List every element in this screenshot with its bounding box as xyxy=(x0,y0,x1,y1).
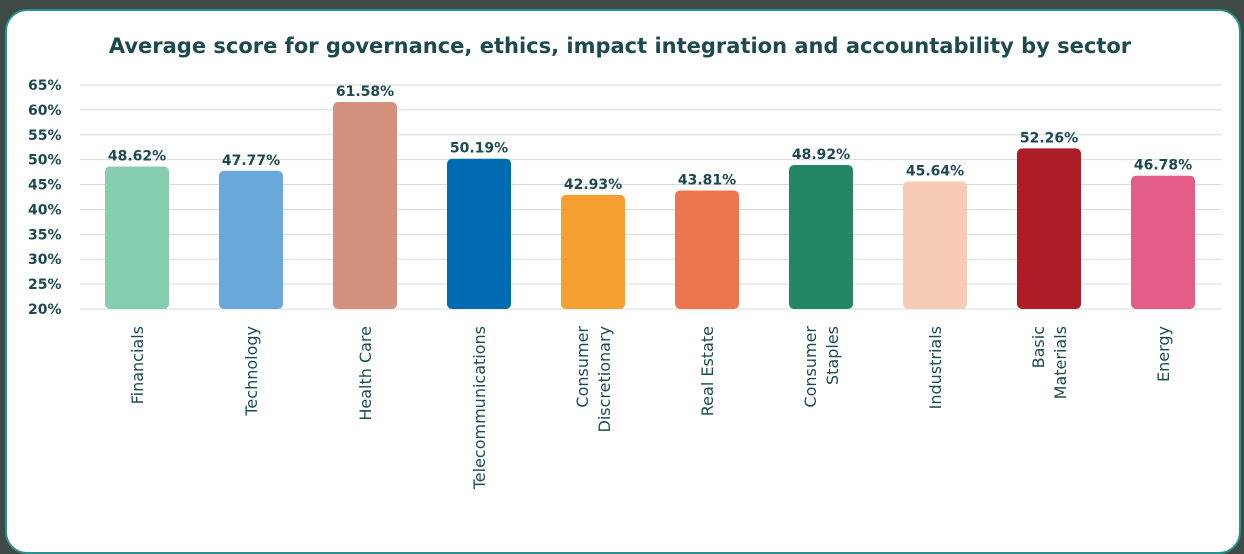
x-tick-label-line: Consumer xyxy=(801,326,820,408)
x-tick-label-line: Staples xyxy=(823,326,842,385)
bar xyxy=(219,170,283,309)
x-tick-label: Consumer Staples xyxy=(801,326,842,408)
x-tick-label: Basic Materials xyxy=(1029,326,1070,399)
x-tick-label: Financials xyxy=(128,326,147,404)
x-tick-label: Energy xyxy=(1154,326,1173,382)
value-label: 46.78% xyxy=(1134,158,1192,174)
x-tick-label-line: Financials xyxy=(128,326,147,404)
value-label: 50.19% xyxy=(450,141,508,157)
value-label: 48.62% xyxy=(108,149,166,165)
bar xyxy=(333,102,397,309)
y-tick-label: 45% xyxy=(28,178,62,194)
bar xyxy=(105,166,169,309)
x-tick-label-line: Materials xyxy=(1051,326,1070,399)
x-tick-label-line: Energy xyxy=(1154,326,1173,382)
x-tick-label-line: Real Estate xyxy=(698,326,717,416)
bar xyxy=(447,158,511,309)
x-tick-label: Technology xyxy=(242,326,261,417)
x-tick-label: Health Care xyxy=(356,326,375,421)
value-label: 45.64% xyxy=(906,163,964,179)
bar xyxy=(1017,148,1081,309)
value-label: 42.93% xyxy=(564,177,622,193)
value-label: 61.58% xyxy=(336,84,394,100)
y-tick-label: 25% xyxy=(28,277,62,293)
x-tick-label-line: Consumer xyxy=(573,326,592,408)
x-axis-labels: Financials Technology Health Care Telecommu… xyxy=(128,326,1173,491)
x-tick-label-line: Industrials xyxy=(926,326,945,409)
value-labels: 48.62% 47.77% 61.58% 50.19% 42.93% 43.81% 48.9… xyxy=(108,84,1192,193)
x-tick-label: Industrials xyxy=(926,326,945,409)
value-label: 43.81% xyxy=(678,172,736,188)
value-label: 52.26% xyxy=(1020,130,1078,146)
chart-title: Average score for governance, ethics, im… xyxy=(109,34,1132,58)
x-tick-label-line: Discretionary xyxy=(595,326,614,432)
y-tick-label: 35% xyxy=(28,227,62,243)
x-tick-label-line: Basic xyxy=(1029,326,1048,368)
bar xyxy=(903,181,967,309)
bar xyxy=(1131,175,1195,309)
y-tick-label: 55% xyxy=(28,128,62,144)
x-tick-label-line: Technology xyxy=(242,326,261,417)
y-tick-label: 40% xyxy=(28,202,62,218)
y-axis-ticks: 20% 25% 30% 35% 40% 45% 50% 55% 60% 65% xyxy=(28,78,62,318)
bar xyxy=(675,190,739,309)
y-tick-label: 20% xyxy=(28,302,62,318)
value-label: 47.77% xyxy=(222,153,280,169)
y-tick-label: 30% xyxy=(28,252,62,268)
bar xyxy=(561,194,625,309)
x-tick-label: Consumer Discretionary xyxy=(573,326,614,433)
y-tick-label: 50% xyxy=(28,153,62,169)
x-tick-label: Telecommunications xyxy=(470,326,489,490)
x-tick-label-line: Health Care xyxy=(356,326,375,421)
y-tick-label: 65% xyxy=(28,78,62,94)
y-tick-label: 60% xyxy=(28,103,62,119)
x-tick-label-line: Telecommunications xyxy=(470,326,489,490)
value-label: 48.92% xyxy=(792,147,850,163)
x-tick-label: Real Estate xyxy=(698,326,717,416)
bars xyxy=(105,102,1195,309)
bar xyxy=(789,165,853,309)
